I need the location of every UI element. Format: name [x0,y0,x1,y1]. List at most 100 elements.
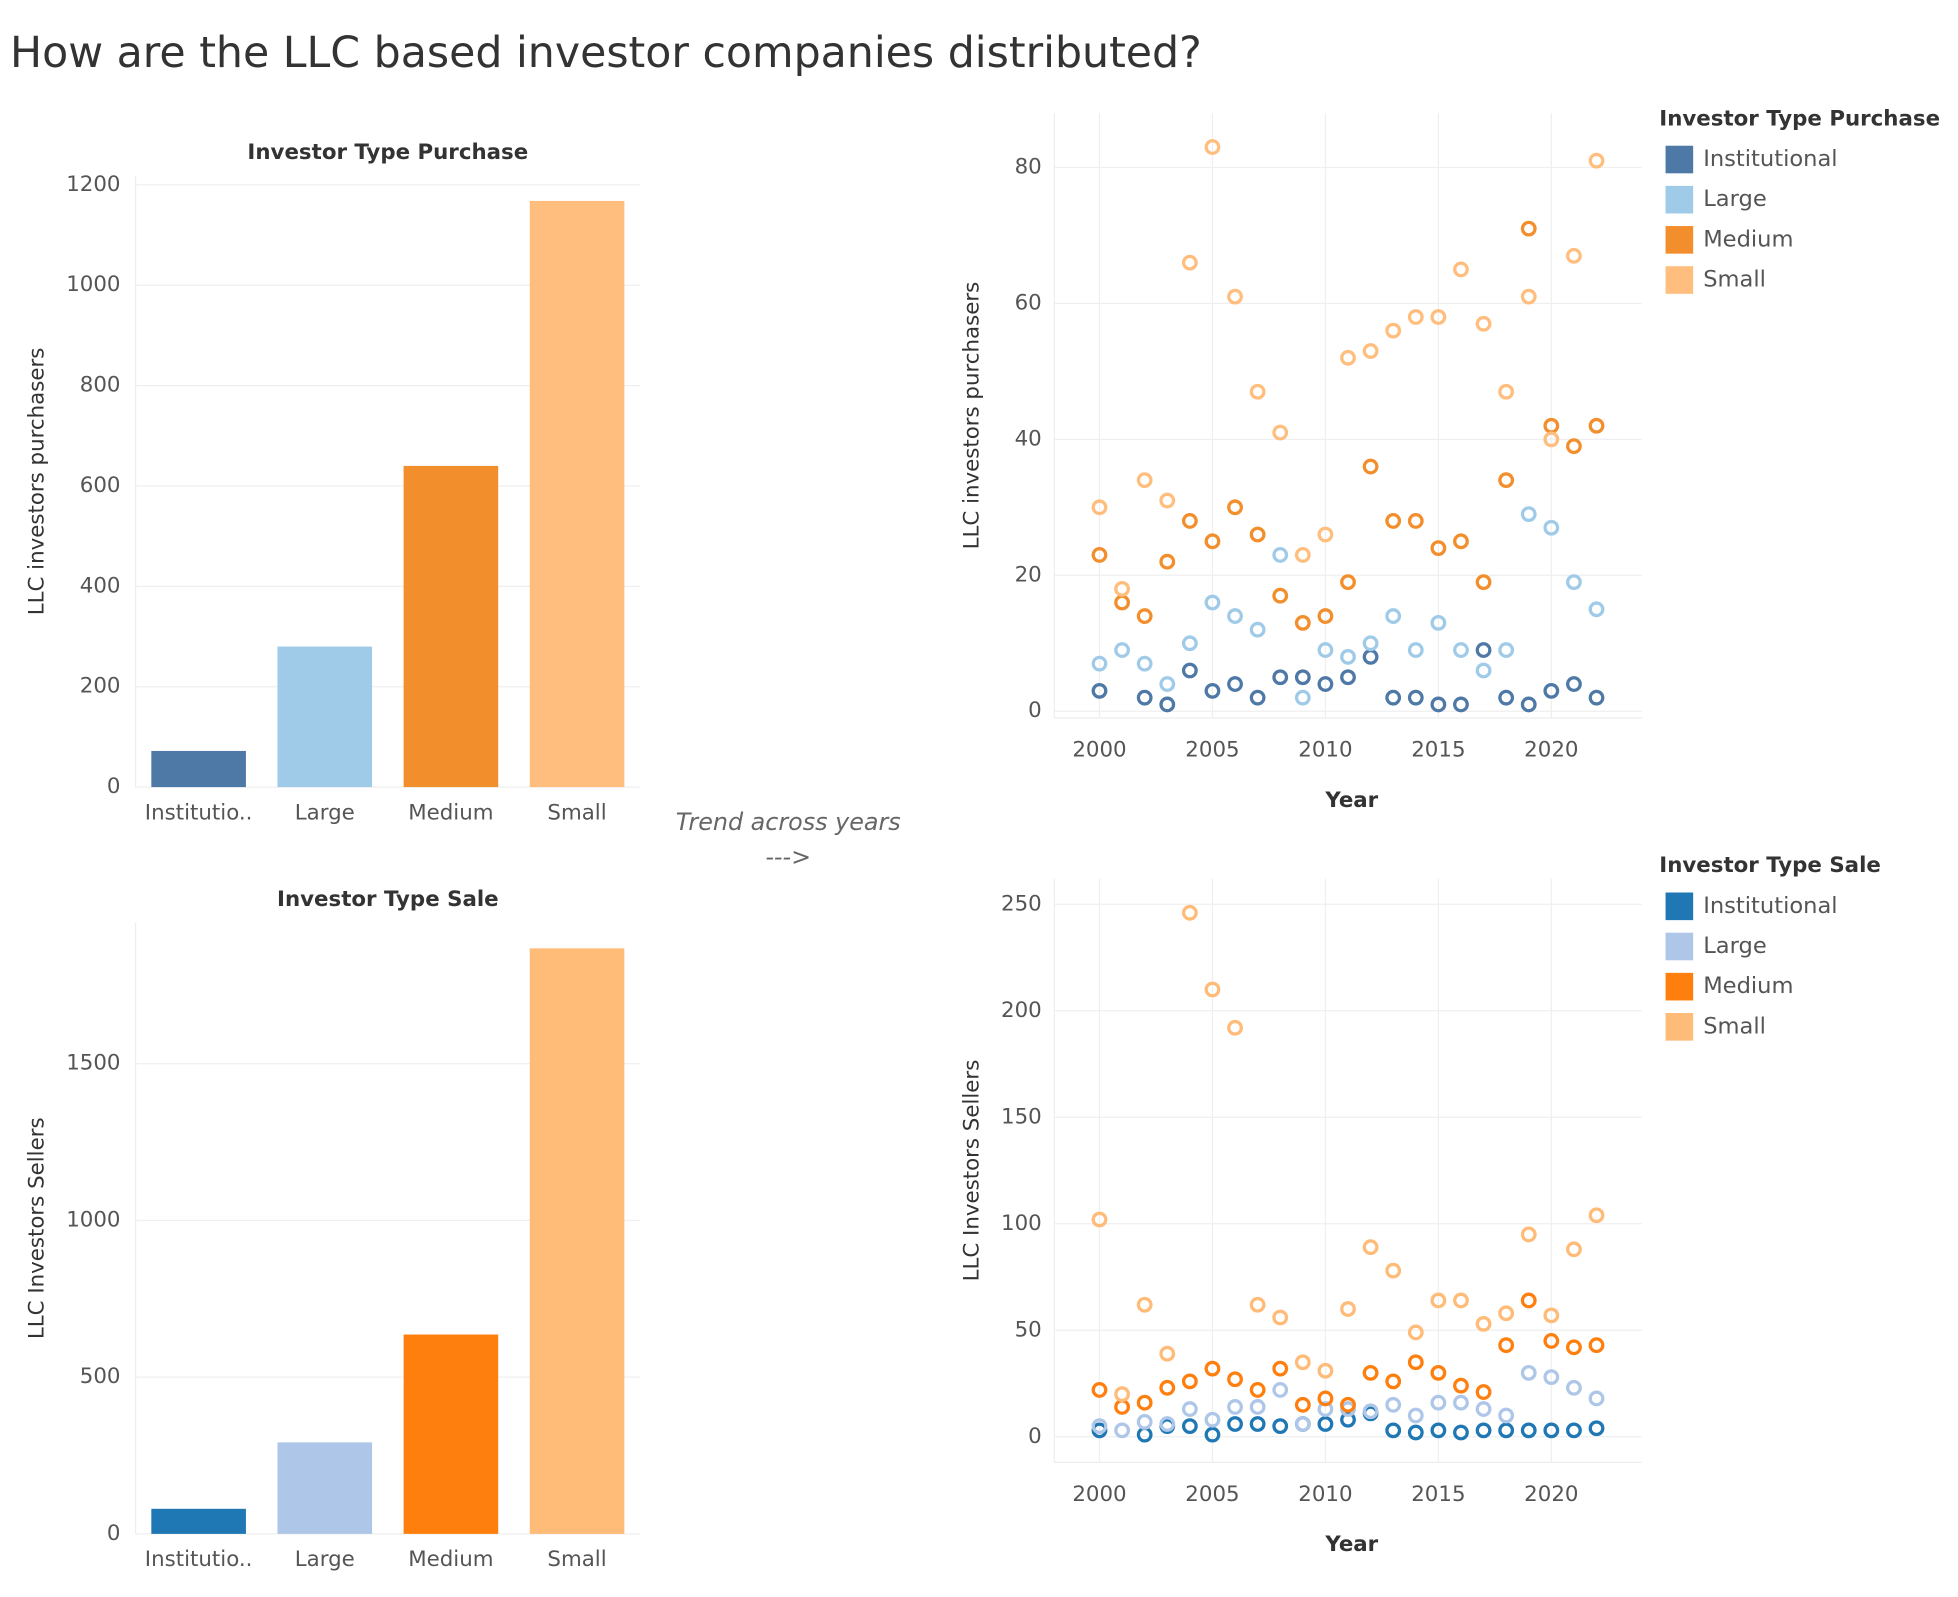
x-tick-label: 2015 [1411,1482,1465,1507]
point [1159,492,1176,509]
point [1498,472,1515,489]
y-tick-label: 150 [1001,1104,1042,1129]
point [1385,689,1402,706]
point [1385,1373,1402,1390]
point [1430,309,1447,325]
point [1317,642,1334,658]
arrow: ---> [765,843,811,871]
point [1091,499,1108,516]
point [1136,1426,1153,1443]
y-tick-label: 80 [1015,154,1042,179]
point [1588,152,1605,169]
point [1294,689,1311,706]
x-tick-label: 2000 [1072,1482,1126,1507]
legend-label: Medium [1703,973,1793,999]
y-tick-label: 1200 [66,172,120,197]
legend-label: Small [1703,267,1766,293]
point [1543,431,1560,448]
point [1475,1401,1492,1418]
point [1407,689,1424,706]
point [1566,676,1582,692]
point [1498,383,1515,400]
point [1227,288,1243,305]
point [1498,1422,1515,1439]
x-tick-label: 2000 [1072,738,1126,763]
chart-title: Investor Type Sale [277,887,499,912]
y-tick-label: 800 [80,373,121,398]
point [1566,247,1582,264]
point [1294,1416,1311,1432]
legend-label: Large [1703,186,1767,212]
point [1543,519,1560,536]
point [1091,1418,1108,1435]
point [1520,288,1537,305]
y-axis-label: LLC Investors Sellers [960,1060,985,1282]
y-tick-label: 400 [80,573,121,598]
point [1317,608,1334,625]
point [1362,343,1379,359]
y-tick-label: 200 [1001,998,1042,1023]
point [1385,513,1402,529]
x-tick-label: Large [295,1547,355,1572]
point [1272,1418,1289,1435]
point [1159,1416,1176,1432]
legend-swatch [1665,226,1694,254]
point [1317,526,1334,543]
point [1520,1422,1537,1439]
point [1520,696,1537,713]
x-tick-label: Medium [408,1547,493,1572]
point [1407,513,1424,529]
point [1136,608,1153,625]
point [1114,642,1130,658]
point [1475,574,1492,591]
point [1159,553,1176,570]
point [1181,662,1198,679]
legend-label: Institutional [1703,893,1837,919]
point [1340,574,1356,591]
point [1227,1416,1243,1432]
point [1317,1362,1334,1379]
legend-swatch [1665,266,1694,294]
point [1453,642,1469,658]
y-tick-label: 60 [1015,290,1042,315]
x-axis-label: Year [1324,1532,1378,1557]
x-tick-label: Large [295,800,355,825]
point [1407,1407,1424,1424]
point [1340,1301,1356,1317]
point [1181,254,1198,271]
point [1114,580,1130,597]
y-tick-label: 0 [107,774,121,799]
point [1475,1422,1492,1439]
point [1588,1420,1605,1437]
point [1543,1333,1560,1349]
x-tick-label: 2015 [1411,738,1465,763]
point [1317,1416,1334,1432]
point [1249,1399,1266,1415]
point [1272,1382,1289,1398]
point [1407,642,1424,658]
legend-title: Investor Type Sale [1659,853,1881,878]
point [1453,533,1469,550]
point [1114,1422,1130,1439]
bar [277,646,373,788]
legend-title: Investor Type Purchase [1659,106,1940,131]
point [1091,682,1108,699]
point [1498,642,1515,658]
y-tick-label: 200 [80,674,121,699]
point [1588,689,1605,706]
point [1566,1241,1582,1258]
point [1204,1360,1221,1377]
y-tick-label: 1500 [66,1051,120,1076]
bar [529,200,625,788]
point [1498,1407,1515,1424]
point [1204,1426,1221,1443]
point [1159,696,1176,713]
point [1362,1239,1379,1256]
x-tick-label: Institutio.. [145,800,253,825]
point [1407,1324,1424,1341]
bar [151,1508,246,1534]
point [1475,315,1492,332]
point [1340,1411,1356,1428]
point [1566,438,1582,455]
